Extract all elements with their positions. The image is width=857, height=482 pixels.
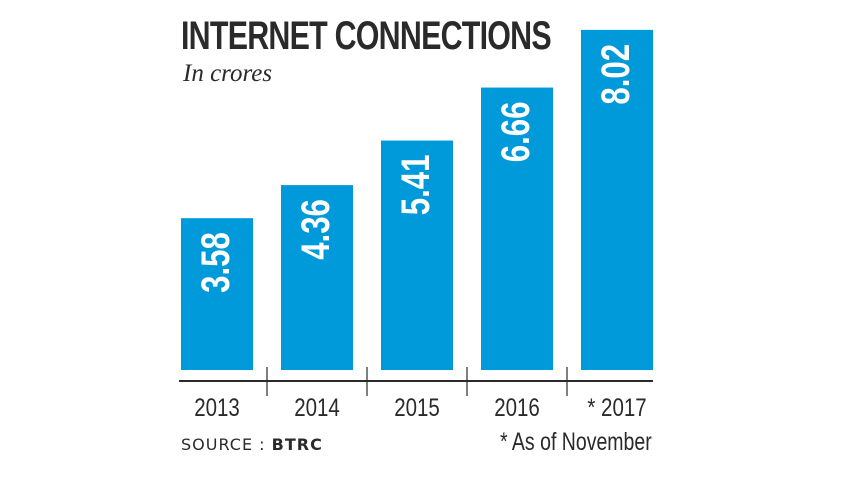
source-value: BTRC xyxy=(271,435,323,454)
chart-title: INTERNET CONNECTIONS xyxy=(181,14,552,58)
bar-2013 xyxy=(181,218,253,370)
x-tick-label: 2016 xyxy=(494,393,540,421)
x-tick-label: * 2017 xyxy=(587,393,646,421)
bar-2016 xyxy=(481,87,553,370)
bar-value-label: 8.02 xyxy=(593,44,638,105)
bar-value-label: 5.41 xyxy=(393,155,438,216)
bar-2014 xyxy=(281,185,353,370)
source-note: SOURCE : BTRC xyxy=(181,435,323,454)
x-tick-label: 2013 xyxy=(194,393,240,421)
chart-subtitle: In crores xyxy=(183,60,273,87)
footnote: * As of November xyxy=(500,428,652,456)
source-label: SOURCE : xyxy=(181,435,266,454)
bar-value-label: 3.58 xyxy=(193,232,238,293)
bar-2015 xyxy=(381,140,453,370)
x-tick-label: 2014 xyxy=(294,393,340,421)
bar-2017 xyxy=(581,29,653,371)
x-tick-label: 2015 xyxy=(394,393,440,421)
bar-value-label: 4.36 xyxy=(293,199,338,260)
bar-value-label: 6.66 xyxy=(493,102,538,163)
